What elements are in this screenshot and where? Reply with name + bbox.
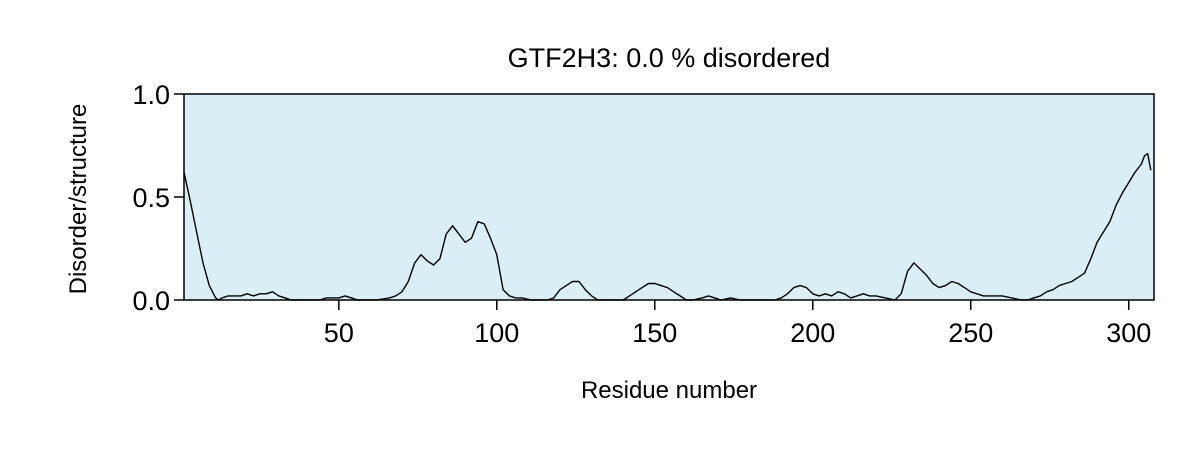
series-layer [183,152,1152,301]
chart-title: GTF2H3: 0.0 % disordered [508,43,831,73]
x-ticks: 50 100 150 200 250 300 [324,300,1151,348]
x-tick-label: 300 [1106,318,1151,348]
disorder-line [183,152,1152,301]
x-tick-label: 150 [632,318,677,348]
x-tick-label: 50 [324,318,354,348]
y-tick-label: 1.0 [132,80,170,110]
x-tick-label: 200 [790,318,835,348]
y-ticks: 0.0 0.5 1.0 [132,80,184,316]
y-axis-label: Disorder/structure [65,104,92,295]
x-tick-label: 250 [948,318,993,348]
y-tick-label: 0.5 [132,183,170,213]
plot-area [184,94,1154,300]
y-tick-label: 0.0 [132,286,170,316]
x-tick-label: 100 [474,318,519,348]
x-axis-label: Residue number [581,377,757,404]
